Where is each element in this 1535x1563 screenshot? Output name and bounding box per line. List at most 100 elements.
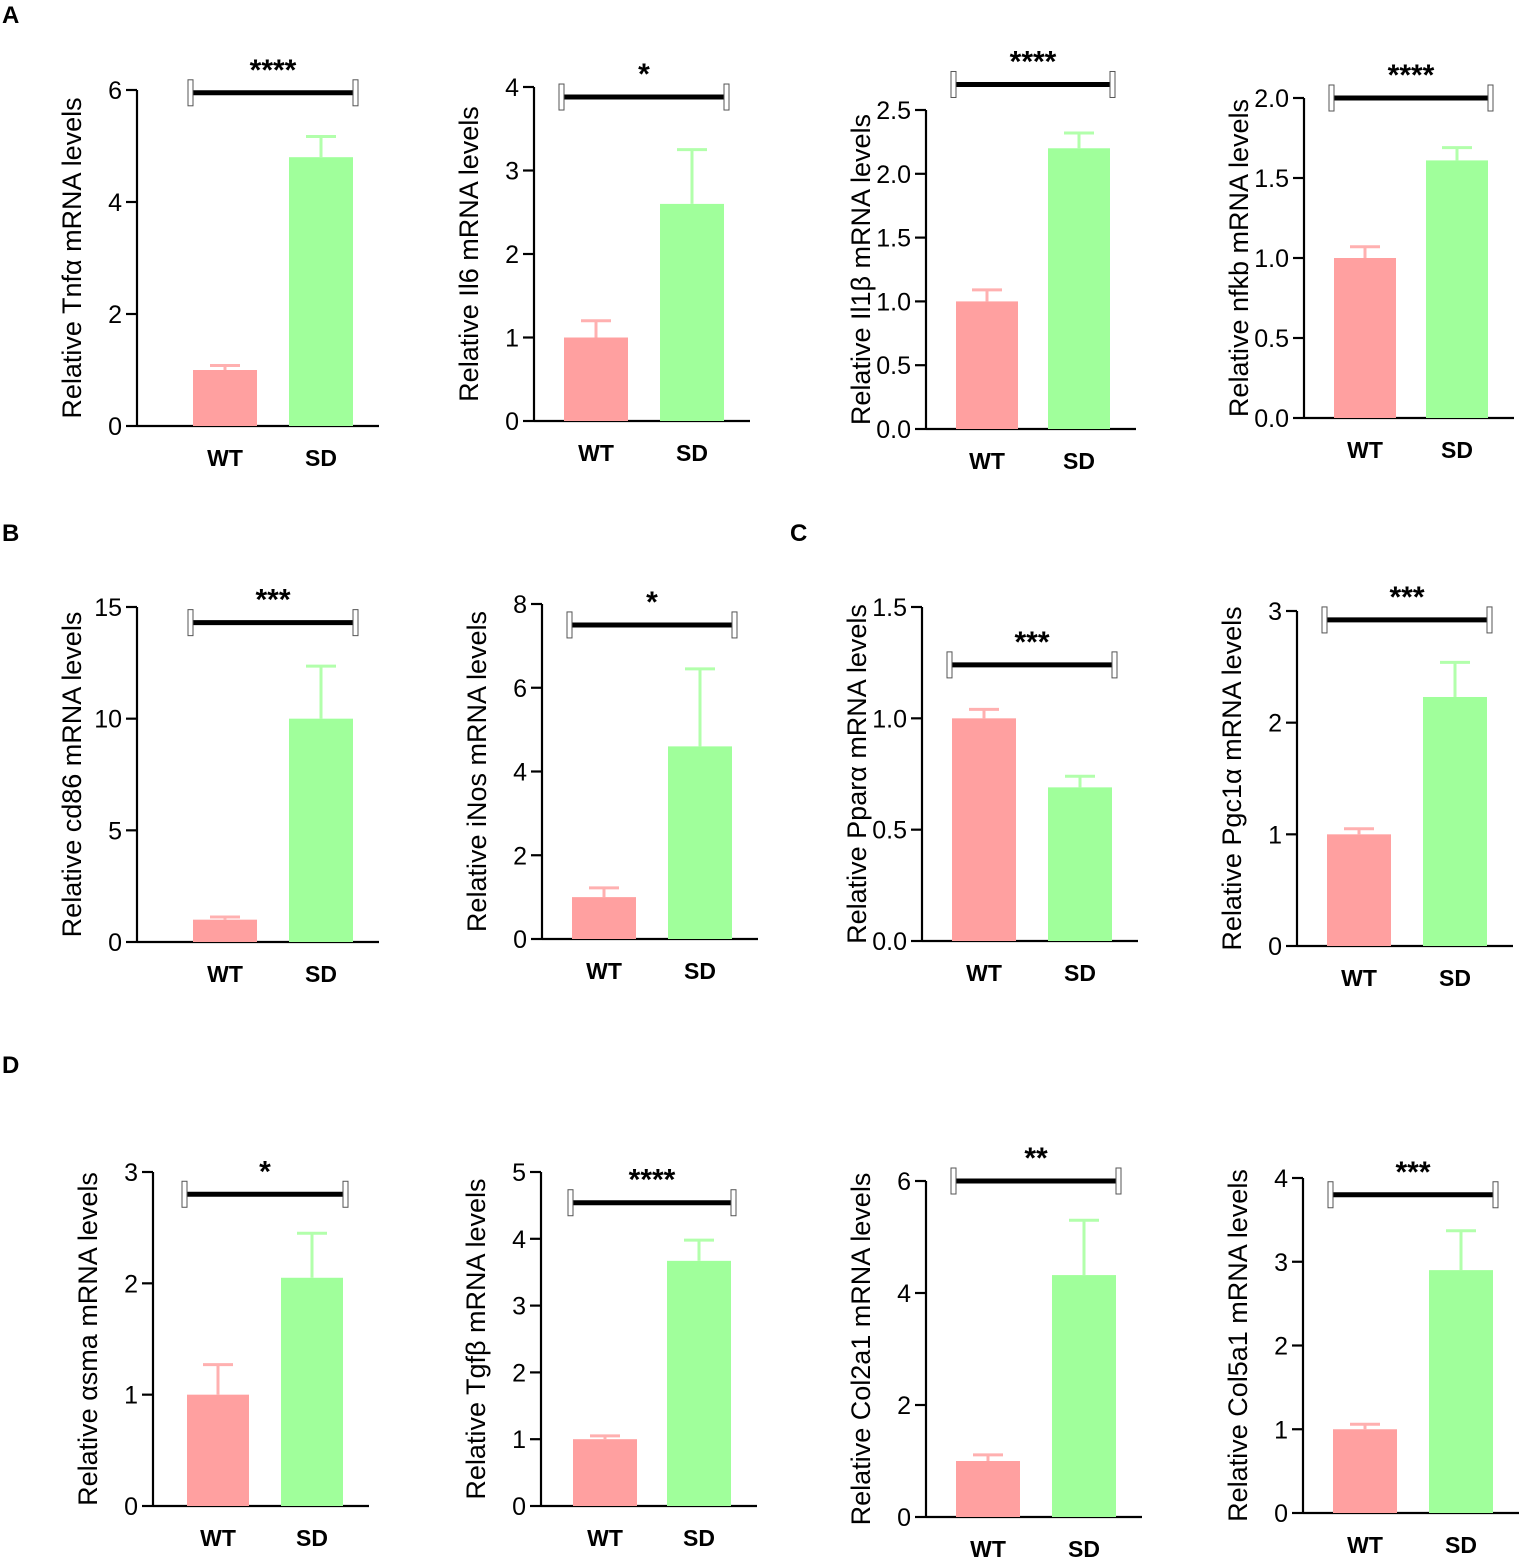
chart9-y-axis-label: Relative αsma mRNA levels xyxy=(73,1172,103,1506)
chart12-y-tick-label: 4 xyxy=(1274,1165,1288,1193)
panel-label-a: A xyxy=(2,2,20,29)
chart5-y-tick-label: 5 xyxy=(108,817,122,845)
chart11-y-axis-label: Relative Col2a1 mRNA levels xyxy=(846,1173,876,1526)
chart11-category-label-sd: SD xyxy=(1068,1536,1100,1562)
chart8-y-tick-label: 0 xyxy=(1268,933,1282,961)
chart6-y-tick-label: 4 xyxy=(513,759,527,787)
chart3-bar-sd xyxy=(1048,148,1110,429)
chart1-y-tick-label: 0 xyxy=(108,413,122,441)
chart12-y-tick-label: 0 xyxy=(1274,1500,1288,1528)
chart5-y-tick-label: 15 xyxy=(94,594,122,622)
chart10-y-tick-label: 1 xyxy=(512,1426,526,1454)
chart3-significance-stars: **** xyxy=(1010,45,1057,78)
panel-label-c: C xyxy=(790,520,808,547)
chart3-y-tick-label: 1.5 xyxy=(876,225,911,253)
chart9-category-label-wt: WT xyxy=(200,1525,236,1551)
chart9-category-label-sd: SD xyxy=(296,1525,328,1551)
chart2-y-tick-label: 0 xyxy=(505,408,519,436)
chart6-y-tick-label: 0 xyxy=(513,926,527,954)
chart10-significance-end-left xyxy=(567,1189,574,1217)
chart11-bar-wt xyxy=(956,1461,1020,1517)
chart3-y-tick-label: 1.0 xyxy=(876,288,911,316)
chart3-significance-end-left xyxy=(950,70,957,98)
chart10-y-axis-label: Relative Tgfβ mRNA levels xyxy=(461,1178,491,1499)
chart3-y-tick-label: 0.0 xyxy=(876,416,911,444)
chart4-y-axis-label: Relative nfkb mRNA levels xyxy=(1224,99,1254,417)
chart7-significance-stars: *** xyxy=(1014,626,1049,659)
chart2-category-label-wt: WT xyxy=(578,440,614,466)
chart5-y-axis-label: Relative cd86 mRNA levels xyxy=(57,612,87,938)
chart7-significance-end-right xyxy=(1111,651,1118,679)
chart9-bar-wt xyxy=(187,1394,249,1506)
chart6-significance-stars: * xyxy=(646,586,658,619)
panel-label-b: B xyxy=(2,520,20,547)
chart10-bar-sd xyxy=(667,1260,731,1506)
chart3-y-tick-label: 0.5 xyxy=(876,352,911,380)
chart11-y-tick-label: 6 xyxy=(897,1168,911,1196)
chart8-bar-wt xyxy=(1327,834,1391,946)
chart6-y-axis-label: Relative iNos mRNA levels xyxy=(462,611,492,932)
chart1-y-tick-label: 2 xyxy=(108,301,122,329)
chart1-category-label-sd: SD xyxy=(305,445,337,471)
chart2-y-tick-label: 1 xyxy=(505,325,519,353)
chart5-category-label-sd: SD xyxy=(305,961,337,987)
chart3-category-label-sd: SD xyxy=(1063,448,1095,474)
chart1-bar-sd xyxy=(289,157,353,426)
panel-label-d: D xyxy=(2,1052,20,1079)
chart1-bar-wt xyxy=(193,370,257,426)
chart7-bar-sd xyxy=(1048,787,1112,941)
chart4-y-tick-label: 1.0 xyxy=(1254,245,1289,273)
chart10-y-tick-label: 5 xyxy=(512,1159,526,1187)
chart10-category-label-wt: WT xyxy=(587,1525,623,1551)
chart4-y-tick-label: 0.0 xyxy=(1254,405,1289,433)
chart8-significance-end-right xyxy=(1486,606,1493,634)
chart7-significance-end-left xyxy=(946,651,953,679)
chart6-significance-end-right xyxy=(731,611,738,639)
chart8-significance-stars: *** xyxy=(1389,581,1424,614)
chart4-y-tick-label: 2.0 xyxy=(1254,85,1289,113)
chart8-category-label-sd: SD xyxy=(1439,965,1471,991)
chart7-y-axis-label: Relative Pparα mRNA levels xyxy=(842,604,872,944)
chart10-category-label-sd: SD xyxy=(683,1525,715,1551)
chart7-y-tick-label: 1.5 xyxy=(872,594,907,622)
chart11-significance-end-left xyxy=(950,1167,957,1195)
chart12-y-tick-label: 1 xyxy=(1274,1416,1288,1444)
chart11-bar-sd xyxy=(1052,1275,1116,1517)
chart8-y-tick-label: 3 xyxy=(1268,598,1282,626)
chart2-y-tick-label: 4 xyxy=(505,74,519,102)
chart6-bar-wt xyxy=(572,897,636,939)
chart9-y-tick-label: 1 xyxy=(124,1382,138,1410)
chart6-y-tick-label: 8 xyxy=(513,591,527,619)
chart5-y-tick-label: 0 xyxy=(108,929,122,957)
chart2-bar-sd xyxy=(660,203,724,421)
chart8-significance-end-left xyxy=(1321,606,1328,634)
chart9-significance-end-left xyxy=(181,1180,188,1208)
chart12-y-tick-label: 2 xyxy=(1274,1333,1288,1361)
chart5-y-tick-label: 10 xyxy=(94,706,122,734)
chart4-bar-wt xyxy=(1334,258,1396,418)
chart6-category-label-wt: WT xyxy=(586,958,622,984)
chart6-y-tick-label: 2 xyxy=(513,842,527,870)
chart11-y-tick-label: 2 xyxy=(897,1392,911,1420)
chart9-significance-stars: * xyxy=(259,1155,271,1188)
chart2-y-axis-label: Relative Il6 mRNA levels xyxy=(454,106,484,402)
chart4-bar-sd xyxy=(1426,160,1488,418)
chart3-bar-wt xyxy=(956,301,1018,429)
chart3-y-tick-label: 2.0 xyxy=(876,161,911,189)
chart7-y-tick-label: 0.5 xyxy=(872,817,907,845)
chart12-y-tick-label: 3 xyxy=(1274,1249,1288,1277)
chart6-bar-sd xyxy=(668,746,732,939)
chart2-significance-end-right xyxy=(723,83,730,111)
chart2-y-tick-label: 2 xyxy=(505,241,519,269)
chart7-category-label-sd: SD xyxy=(1064,960,1096,986)
chart12-category-label-wt: WT xyxy=(1347,1532,1383,1558)
chart4-significance-end-left xyxy=(1328,84,1335,112)
chart12-bar-wt xyxy=(1333,1429,1397,1513)
chart2-bar-wt xyxy=(564,337,628,421)
chart12-significance-end-right xyxy=(1492,1181,1499,1209)
chart10-significance-stars: **** xyxy=(629,1164,676,1197)
chart4-category-label-wt: WT xyxy=(1347,437,1383,463)
chart1-significance-end-right xyxy=(352,79,359,107)
chart3-category-label-wt: WT xyxy=(969,448,1005,474)
